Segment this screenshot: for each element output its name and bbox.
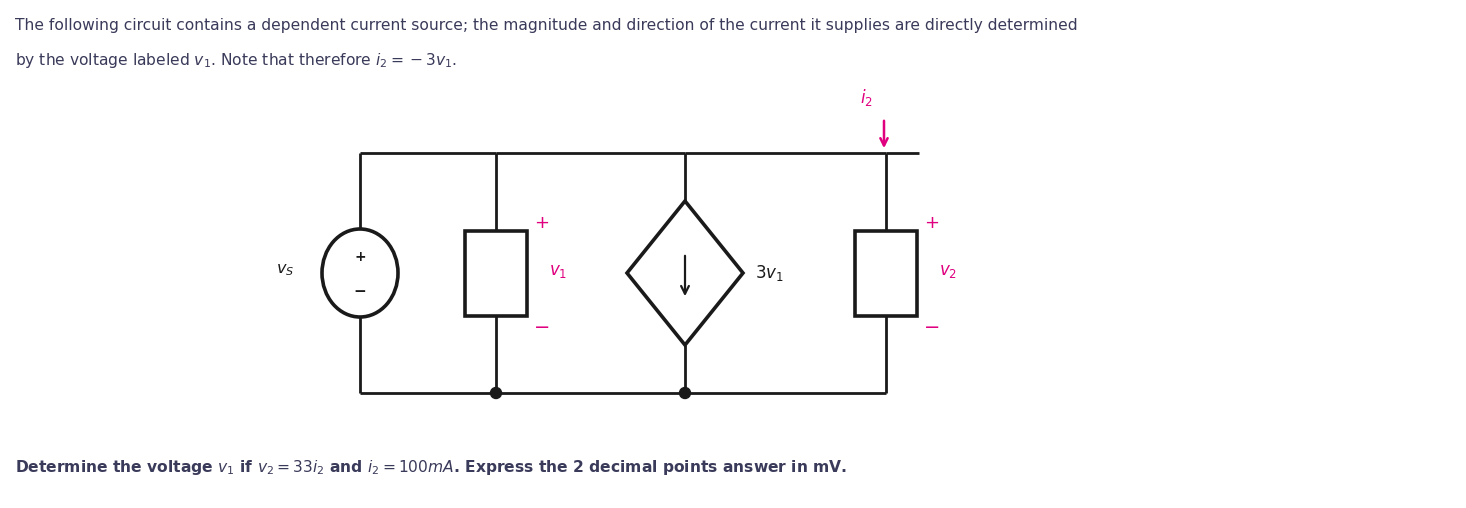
Text: $i_2$: $i_2$ xyxy=(859,87,872,108)
Text: by the voltage labeled $v_1$. Note that therefore $i_2 = -3v_1$.: by the voltage labeled $v_1$. Note that … xyxy=(15,51,457,70)
Circle shape xyxy=(491,388,501,398)
Text: Determine the voltage $v_1$ if $v_2 = 33i_2$ and $i_2 = 100mA$. Express the 2 de: Determine the voltage $v_1$ if $v_2 = 33… xyxy=(15,458,847,477)
Circle shape xyxy=(680,388,690,398)
Text: −: − xyxy=(924,318,940,337)
Text: +: + xyxy=(925,213,940,232)
Text: $3v_1$: $3v_1$ xyxy=(755,263,784,283)
Text: $v_S$: $v_S$ xyxy=(276,262,295,278)
Text: −: − xyxy=(353,283,366,299)
Text: $v_1$: $v_1$ xyxy=(548,262,567,280)
Text: +: + xyxy=(535,213,550,232)
Text: −: − xyxy=(534,318,550,337)
Text: +: + xyxy=(355,250,366,264)
Text: The following circuit contains a dependent current source; the magnitude and dir: The following circuit contains a depende… xyxy=(15,18,1078,33)
Bar xyxy=(855,231,918,315)
Text: $v_2$: $v_2$ xyxy=(940,262,957,280)
Bar xyxy=(465,231,526,315)
